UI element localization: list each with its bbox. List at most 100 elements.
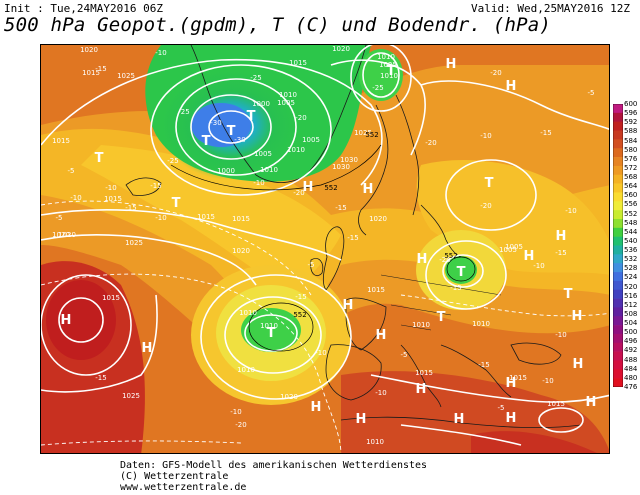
colorbar-swatch <box>613 378 623 387</box>
t-36: -5 <box>498 404 505 412</box>
p-1: 1020 <box>80 46 98 54</box>
p-24: 1015 <box>367 286 385 294</box>
colorbar-label: 548 <box>624 218 638 227</box>
p-9: 1000 <box>252 100 270 108</box>
g-2: 552 <box>293 311 306 319</box>
borders-europe <box>380 274 502 331</box>
t-17: -15 <box>335 204 346 212</box>
colorbar-label: 480 <box>624 373 638 382</box>
p-13: 1015 <box>104 195 122 203</box>
colorbar-label: 592 <box>624 118 638 127</box>
isobar-ne-low2 <box>350 45 412 112</box>
colorbar-label: 512 <box>624 300 638 309</box>
isobar-nw-1020 <box>41 58 383 186</box>
low-T-3: T <box>247 109 256 124</box>
isobar-south-1015 <box>370 374 609 403</box>
colorbar-label: 552 <box>624 209 638 218</box>
colorbar-swatch <box>613 280 623 291</box>
p-35: 1020 <box>58 231 76 239</box>
t-4: -10 <box>105 184 116 192</box>
p-39: 1005 <box>302 136 320 144</box>
field-cold-core-inner <box>191 103 251 147</box>
t-25: -20 <box>490 69 501 77</box>
p-3: 1025 <box>117 72 135 80</box>
valid-time: Valid: Wed,25MAY2016 12Z <box>471 2 630 15</box>
t-8: -20 <box>295 114 306 122</box>
high-H-3: H <box>303 180 314 195</box>
high-H-11: H <box>572 309 583 324</box>
isotherm-2 <box>41 200 312 296</box>
high-H-2: H <box>142 341 153 356</box>
p-15: 1025 <box>379 61 397 69</box>
isobar-east-1015 <box>445 159 537 231</box>
t-27: -10 <box>533 262 544 270</box>
p-26: 1005 <box>505 243 523 251</box>
p-36: 1015 <box>102 294 120 302</box>
low-T-2: T <box>202 134 211 149</box>
p-8: 1005 <box>277 99 295 107</box>
p-34: 1010 <box>237 366 255 374</box>
high-labels: H H H H H H H H H H H H H H H H H H H H <box>61 57 597 427</box>
p-27: 1010 <box>472 320 490 328</box>
colorbar-label: 580 <box>624 145 638 154</box>
field-red-south <box>341 371 609 453</box>
low-T-11: T <box>387 64 396 79</box>
colorbar-swatch <box>613 351 623 361</box>
low-T-6: T <box>267 326 276 341</box>
isobar-east-1025 <box>420 80 609 131</box>
isobar-nw-1015 <box>150 64 332 196</box>
footer-credits: Daten: GFS-Modell des amerikanischen Wet… <box>120 460 427 493</box>
high-H-7: H <box>506 79 517 94</box>
p-17: 1020 <box>332 45 350 53</box>
coast-greenland <box>190 45 367 183</box>
isobar-ne-low <box>362 52 400 98</box>
colorbar-label: 488 <box>624 355 638 364</box>
t-7: -25 <box>250 74 261 82</box>
t-6: -30 <box>210 119 221 127</box>
low-T-10: T <box>437 310 446 325</box>
init-time: Init : Tue,24MAY2016 06Z <box>4 2 163 15</box>
colorbar-label: 560 <box>624 191 638 200</box>
colorbar-label: 576 <box>624 154 638 163</box>
high-H-12: H <box>573 357 584 372</box>
p-10: 1000 <box>217 167 235 175</box>
colorbar-swatch <box>613 174 623 184</box>
field-green-east-low <box>445 256 477 284</box>
colorbar-swatch <box>613 272 623 282</box>
t-5: -25 <box>178 108 189 116</box>
colorbar-label: 600 <box>624 100 638 108</box>
p-37: 1005 <box>499 246 517 254</box>
p-19: 1030 <box>340 156 358 164</box>
t-30: -15 <box>295 293 306 301</box>
t-40: -10 <box>230 408 241 416</box>
isobar-north-1025 <box>330 59 426 156</box>
low-T-8: T <box>485 176 494 191</box>
colorbar-label: 532 <box>624 255 638 264</box>
t-34: -15 <box>478 361 489 369</box>
p-41: 1015 <box>197 213 215 221</box>
p-14: 1010 <box>377 53 395 61</box>
colorbar-swatch <box>613 165 623 176</box>
t-42: -10 <box>253 179 264 187</box>
t-41: -5 <box>308 261 315 269</box>
p-2: 1015 <box>82 69 100 77</box>
p-21: 1015 <box>232 215 250 223</box>
t-23: -20 <box>425 139 436 147</box>
t-2: -15 <box>95 65 106 73</box>
colorbar-swatch <box>613 139 623 149</box>
p-43: 1020 <box>369 215 387 223</box>
high-H-19: H <box>311 400 322 415</box>
pressure-value-labels: 1020 1015 1025 1015 1020 1025 1010 1005 … <box>52 45 565 446</box>
p-12: 1010 <box>260 166 278 174</box>
colorbar-swatch <box>613 121 623 131</box>
isobar-nw-1010 <box>175 78 297 176</box>
t-22: -10 <box>480 132 491 140</box>
isotherm-1 <box>41 273 342 453</box>
coast-france <box>345 297 387 351</box>
high-H-1: H <box>61 313 72 328</box>
isobar-cutoff-1015 <box>224 296 322 374</box>
t-3: -5 <box>68 167 75 175</box>
colorbar-swatch <box>613 369 623 379</box>
colorbar-swatch <box>613 360 623 370</box>
colorbar-label: 564 <box>624 182 638 191</box>
